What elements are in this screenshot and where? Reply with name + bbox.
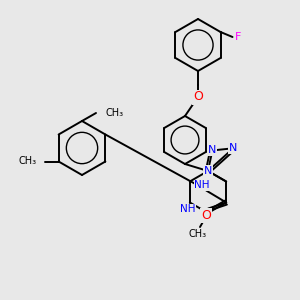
Text: N: N (204, 166, 212, 176)
Text: NH: NH (194, 181, 210, 190)
Text: O: O (193, 91, 203, 103)
Text: CH₃: CH₃ (19, 157, 37, 166)
Text: CH₃: CH₃ (189, 229, 207, 239)
Text: N: N (229, 143, 237, 153)
Text: NH: NH (180, 205, 196, 214)
Text: CH₃: CH₃ (105, 108, 123, 118)
Text: F: F (235, 32, 242, 42)
Text: N: N (208, 146, 217, 155)
Text: O: O (201, 209, 211, 222)
